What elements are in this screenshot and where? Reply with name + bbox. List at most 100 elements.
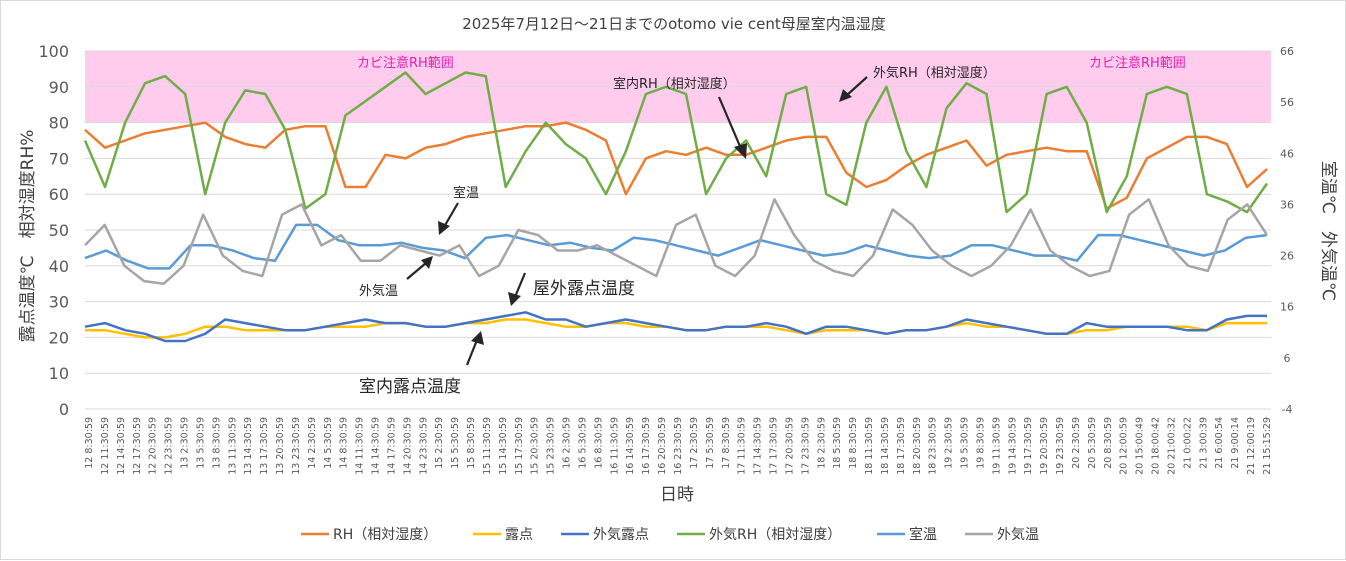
x-tick-label: 14 2:30:59 [307, 417, 318, 469]
legend-label: 外気温 [997, 527, 1039, 543]
x-tick-label: 20 21:00:32 [1166, 417, 1177, 475]
x-tick-label: 16 23:30:59 [673, 417, 684, 475]
y-tick-label-left: 40 [49, 257, 69, 276]
legend-label: 外気露点 [593, 527, 649, 543]
x-tick-label: 17 23:30:59 [800, 417, 811, 475]
legend-label: 外気RH（相対湿度） [709, 527, 841, 543]
x-tick-label: 19 20:30:59 [1039, 417, 1050, 475]
series-line [84, 121, 1268, 210]
y-tick-label-right: 66 [1280, 45, 1294, 58]
x-tick-label: 18 5:30:59 [832, 417, 843, 469]
y-tick-label-left: 80 [49, 114, 69, 133]
x-tick-label: 15 11:30:59 [482, 417, 493, 475]
x-tick-label: 13 23:30:59 [291, 417, 302, 475]
x-tick-label: 14 17:30:59 [386, 417, 397, 475]
x-tick-label: 13 17:30:59 [259, 417, 270, 475]
annotation-indoor-rh: 室内RH（相対湿度） [613, 76, 736, 92]
arrowhead-indoor-dewpoint [471, 331, 484, 345]
legend-label: RH（相対湿度） [333, 527, 437, 543]
arrowhead-indoor-rh [734, 143, 747, 159]
x-tick-label: 15 23:30:59 [546, 417, 557, 475]
arrow-indoor-rh [717, 96, 744, 152]
x-tick-label: 19 8:30:59 [975, 417, 986, 469]
x-tick-label: 14 8:30:59 [339, 417, 350, 469]
x-tick-label: 13 14:30:59 [243, 417, 254, 475]
arrow-outdoor-dewpoint [513, 272, 527, 298]
x-tick-label: 14 5:30:59 [323, 417, 334, 469]
x-tick-label: 15 5:30:59 [450, 417, 461, 469]
x-tick-label: 17 5:30:59 [705, 417, 716, 469]
annotation-indoor-dewpoint: 室内露点温度 [359, 377, 461, 397]
arrowhead-outdoor-dewpoint [508, 292, 521, 306]
series-line [84, 198, 1269, 285]
x-tick-label: 12 23:30:59 [164, 417, 175, 475]
annotations: 室内RH（相対湿度） 外気RH（相対湿度） 室温 外気温 屋外露点温度 室内露点… [359, 65, 996, 397]
annotation-outdoor-temp: 外気温 [359, 283, 398, 299]
x-tick-label: 18 20:30:59 [912, 417, 923, 475]
x-tick-label: 12 11:30:59 [100, 417, 111, 475]
x-tick-label: 16 14:30:59 [625, 417, 636, 475]
x-tick-label: 20 2:30:59 [1071, 417, 1082, 469]
x-tick-label: 16 20:30:59 [657, 417, 668, 475]
series-line [84, 311, 1267, 343]
x-tick-label: 21 0:00:22 [1182, 417, 1193, 469]
y-tick-label-right: 6 [1284, 352, 1291, 365]
y-tick-label-left: 70 [49, 149, 69, 168]
arrow-indoor-dewpoint [465, 339, 479, 366]
x-tick-label: 20 15:00:49 [1135, 417, 1146, 475]
x-tick-label: 18 14:30:59 [880, 417, 891, 475]
x-tick-label: 19 23:30:59 [1055, 417, 1066, 475]
arrowhead-outdoor-temp [421, 256, 433, 269]
x-tick-label: 21 15:15:29 [1262, 417, 1273, 475]
x-tick-label: 17 11:30:59 [737, 417, 748, 475]
x-tick-label: 16 11:30:59 [609, 417, 620, 475]
x-tick-label: 20 18:00:42 [1151, 417, 1162, 475]
y-tick-label-right: 36 [1280, 198, 1294, 211]
x-tick-label: 15 17:30:59 [514, 417, 525, 475]
x-tick-label: 19 14:30:59 [1007, 417, 1018, 475]
x-tick-label: 12 20:30:59 [148, 417, 159, 475]
x-tick-label: 14 23:30:59 [418, 417, 429, 475]
y-tick-label-left: 100 [38, 42, 69, 61]
arrow-outdoor-temp [406, 262, 427, 280]
x-tick-label: 21 6:00:54 [1214, 417, 1225, 469]
y-tick-label-left: 10 [49, 364, 69, 383]
x-tick-label: 16 5:30:59 [577, 417, 588, 469]
arrowhead-outdoor-rh [839, 89, 852, 102]
x-tick-label: 17 2:30:59 [689, 417, 700, 469]
x-tick-label: 19 11:30:59 [991, 417, 1002, 475]
y-tick-label-right: 26 [1280, 250, 1294, 263]
annotation-outdoor-dewpoint: 屋外露点温度 [533, 279, 635, 299]
annotation-outdoor-rh: 外気RH（相対湿度） [873, 65, 996, 81]
arrow-room-temp [443, 202, 459, 228]
y-tick-label-left: 0 [59, 400, 69, 419]
x-tick-label: 18 17:30:59 [896, 417, 907, 475]
x-tick-label: 16 2:30:59 [562, 417, 573, 469]
y-tick-label-right: 46 [1280, 147, 1294, 160]
y-tick-label-left: 20 [49, 328, 69, 347]
x-tick-label: 19 2:30:59 [944, 417, 955, 469]
y-tick-label-left: 90 [49, 78, 69, 97]
y-tick-label-right: -4 [1282, 403, 1293, 416]
x-tick-label: 14 20:30:59 [402, 417, 413, 475]
x-tick-label: 15 2:30:59 [434, 417, 445, 469]
x-tick-label: 21 3:00:39 [1198, 417, 1209, 469]
x-tick-label: 18 11:30:59 [864, 417, 875, 475]
legend: RH（相対湿度） 露点 外気露点 外気RH（相対湿度） 室温 外気温 [301, 526, 1039, 543]
x-tick-label: 13 2:30:59 [180, 417, 191, 469]
x-tick-label: 20 8:30:59 [1103, 417, 1114, 469]
series-line [84, 223, 1268, 270]
y-tick-label-right: 16 [1280, 301, 1294, 314]
x-tick-label: 12 17:30:59 [132, 417, 143, 475]
x-tick-label: 14 11:30:59 [355, 417, 366, 475]
x-tick-label: 15 20:30:59 [530, 417, 541, 475]
y-tick-label-left: 50 [49, 221, 69, 240]
y-tick-label-left: 30 [49, 293, 69, 312]
x-tick-label: 17 17:30:59 [769, 417, 780, 475]
x-axis-label: 日時 [660, 485, 694, 505]
x-tick-label: 13 20:30:59 [275, 417, 286, 475]
x-tick-label: 18 2:30:59 [816, 417, 827, 469]
arrow-outdoor-rh [845, 76, 868, 97]
